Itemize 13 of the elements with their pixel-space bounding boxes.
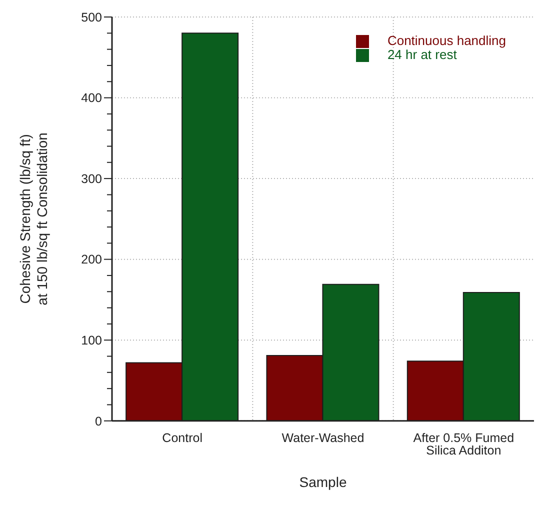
x-tick-label: After 0.5% Fumed Silica Additon bbox=[413, 430, 514, 458]
y-tick-label: 100 bbox=[81, 333, 102, 348]
y-tick-label: 400 bbox=[81, 91, 102, 106]
x-tick-label: Water-Washed bbox=[282, 430, 364, 445]
y-axis-title: Cohesive Strength (lb/sq ft) at 150 lb/sq ft Consolidation bbox=[17, 132, 50, 306]
x-tick-label: Control bbox=[162, 430, 202, 445]
y-tick-label: 300 bbox=[81, 172, 102, 186]
x-axis-title: Sample bbox=[299, 474, 347, 490]
y-tick-label: 500 bbox=[81, 10, 102, 24]
y-tick-label: 200 bbox=[81, 252, 102, 267]
y-tick-label: 0 bbox=[95, 414, 102, 428]
legend-label: Continuous handling bbox=[387, 33, 506, 48]
legend-label: 24 hr at rest bbox=[387, 47, 457, 62]
